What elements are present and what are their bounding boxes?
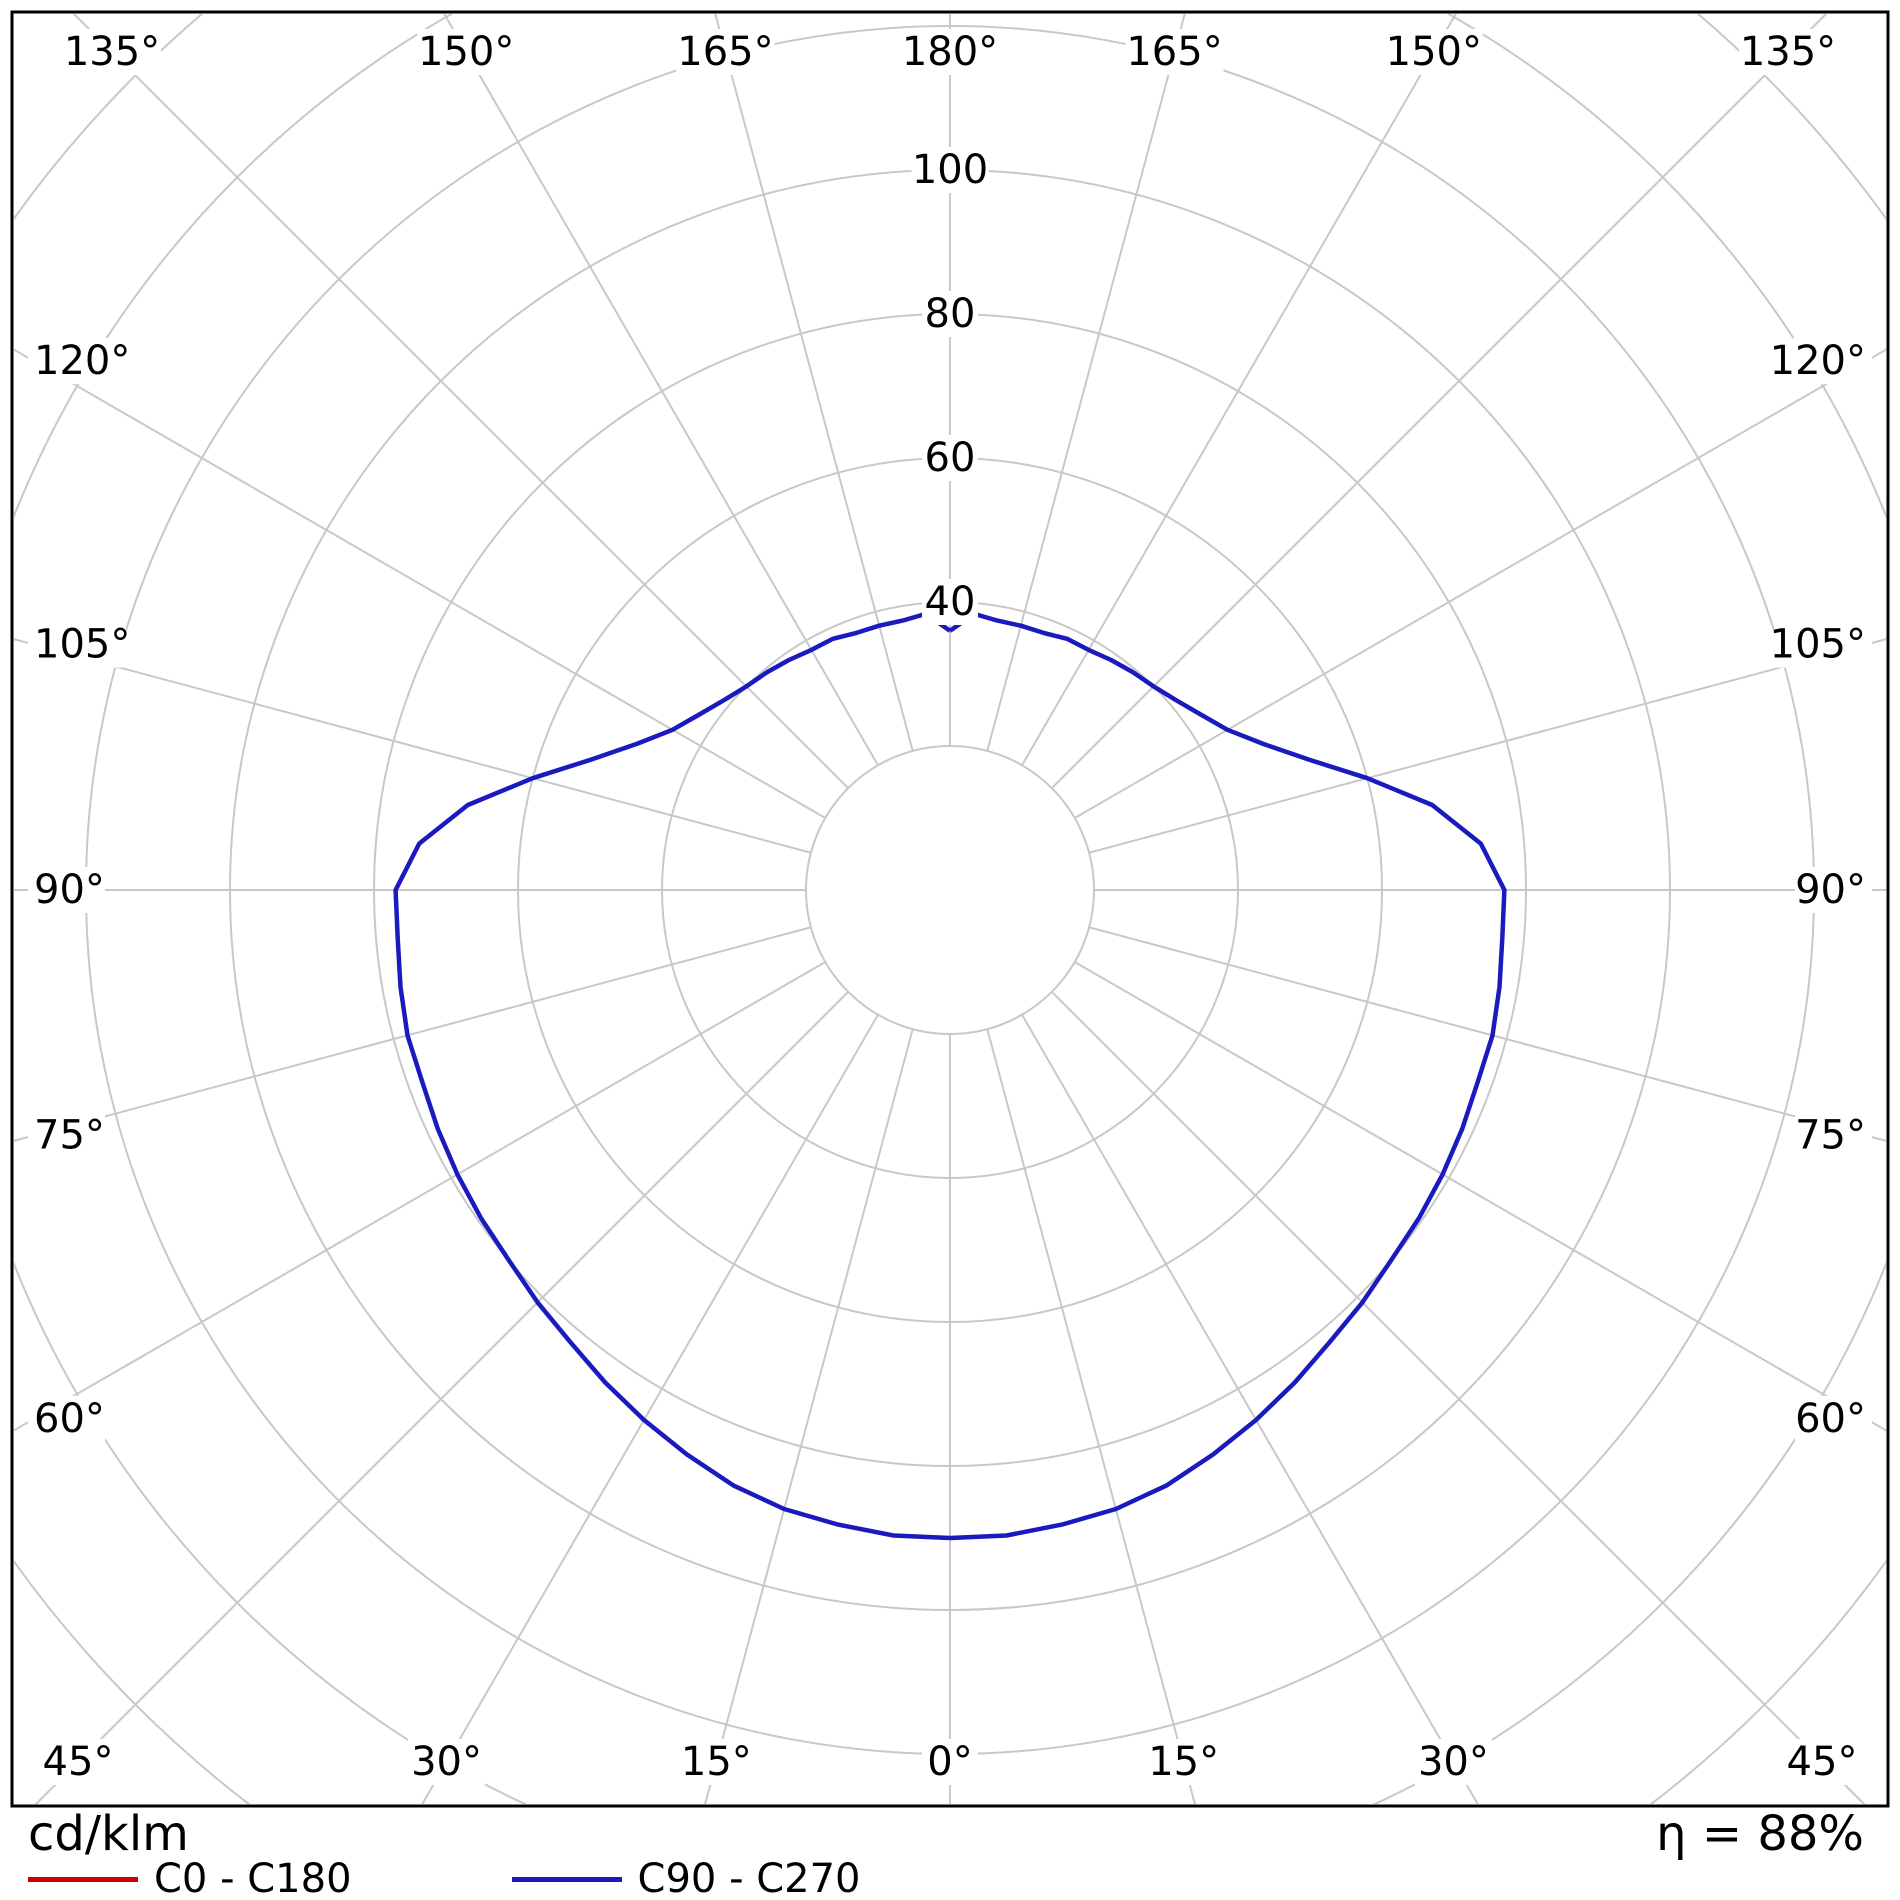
angle-label: 75° <box>1795 1112 1866 1158</box>
grid-spoke <box>986 1028 1196 1804</box>
grid-spoke <box>1051 991 1866 1804</box>
legend-item-c90-c270: C90 - C270 <box>511 1856 861 1900</box>
angle-label-bg <box>63 29 161 75</box>
angle-label: 105° <box>1770 622 1866 668</box>
angle-label: 45° <box>43 1739 114 1785</box>
grid-spoke <box>34 991 849 1804</box>
radial-tick-label: 80 <box>925 291 976 337</box>
grid-spoke <box>14 348 826 819</box>
angle-label: 15° <box>1148 1739 1219 1785</box>
angle-label: 90° <box>1795 867 1866 913</box>
angle-label-bg <box>28 1395 105 1442</box>
units-label: cd/klm <box>28 1806 189 1862</box>
angle-label-bg <box>1774 338 1872 385</box>
grid-spoke <box>421 1014 879 1804</box>
angle-label-bg <box>1145 1739 1223 1785</box>
legend-item-c0-c180: C0 - C180 <box>28 1856 352 1900</box>
angle-label-bg <box>39 1739 117 1785</box>
angle-label-bg <box>28 867 105 913</box>
grid-spoke <box>704 1028 914 1804</box>
angle-label-bg <box>677 1739 755 1785</box>
angle-label-bg <box>1739 29 1837 75</box>
angle-label-bg <box>28 338 126 385</box>
angle-label: 90° <box>34 867 105 913</box>
legend-label-c90-c270: C90 - C270 <box>637 1856 861 1900</box>
grid-spoke <box>1088 638 1886 854</box>
grid-spoke <box>1074 961 1886 1432</box>
grid-spoke <box>1088 926 1886 1142</box>
angle-label-bg <box>28 621 126 668</box>
angle-label: 165° <box>1126 29 1222 75</box>
angle-label: 45° <box>1787 1739 1858 1785</box>
grid-spoke <box>14 638 812 854</box>
angle-label: 0° <box>927 1739 972 1785</box>
radial-tick-label: 60 <box>925 435 976 481</box>
efficiency-label: η = 88% <box>1656 1806 1864 1862</box>
angle-label: 120° <box>34 338 130 384</box>
grid-spoke <box>986 14 1186 752</box>
angle-label: 135° <box>1740 29 1836 75</box>
grid-spoke <box>14 961 826 1432</box>
legend-line-c0-c180 <box>28 1876 138 1882</box>
grid-spoke <box>443 14 879 766</box>
angle-label: 150° <box>1386 29 1482 75</box>
radial-tick-label-bg <box>911 147 989 193</box>
radial-tick-label: 40 <box>925 579 976 625</box>
angle-label-bg <box>417 29 516 75</box>
angle-label: 75° <box>34 1112 105 1158</box>
angle-label: 120° <box>1770 338 1866 384</box>
angle-label: 15° <box>681 1739 752 1785</box>
curve-c90-c270 <box>393 611 1507 1541</box>
angle-label-bg <box>1414 1739 1492 1785</box>
radial-tick-label: 100 <box>912 147 988 193</box>
angle-label: 150° <box>418 29 514 75</box>
angle-label-bg <box>901 29 999 75</box>
angle-label-bg <box>1795 867 1872 913</box>
angle-label-bg <box>1783 1739 1861 1785</box>
angle-label: 60° <box>34 1396 105 1442</box>
angle-label-bg <box>408 1739 486 1785</box>
radial-tick-label-bg <box>922 579 978 625</box>
angle-label-bg <box>1774 621 1872 668</box>
angle-label: 165° <box>677 29 773 75</box>
legend-label-c0-c180: C0 - C180 <box>154 1856 352 1900</box>
angle-label: 60° <box>1795 1396 1866 1442</box>
angle-label: 105° <box>34 622 130 668</box>
angle-label-bg <box>922 1739 978 1785</box>
angle-label-bg <box>1795 1395 1872 1442</box>
angle-label: 30° <box>1418 1739 1489 1785</box>
grid-spoke <box>14 926 812 1142</box>
angle-label-bg <box>676 29 775 75</box>
grid-spoke <box>714 14 914 752</box>
grid-spoke <box>1021 14 1457 766</box>
angle-label: 135° <box>64 29 160 75</box>
radial-tick-label-bg <box>922 291 978 337</box>
legend-line-c90-c270 <box>511 1876 622 1882</box>
grid-spoke <box>1021 1014 1479 1804</box>
angle-label-bg <box>1125 29 1224 75</box>
angle-label-bg <box>1795 1112 1872 1159</box>
angle-label-bg <box>28 1112 105 1159</box>
legend: C0 - C180 C90 - C270 <box>28 1856 1021 1900</box>
grid-spoke <box>1074 348 1886 819</box>
angle-label: 180° <box>902 29 998 75</box>
angle-label-bg <box>1384 29 1483 75</box>
radial-tick-label-bg <box>922 435 978 481</box>
angle-label: 30° <box>411 1739 482 1785</box>
